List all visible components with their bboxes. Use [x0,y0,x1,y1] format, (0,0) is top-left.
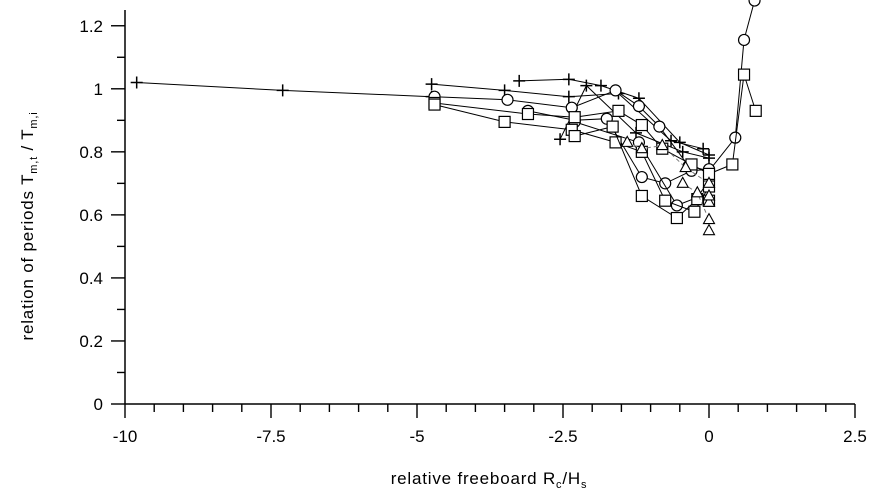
square-marker [726,158,739,171]
square-marker [568,129,581,143]
plus-marker [498,84,511,97]
circle-marker [737,33,751,47]
triangle-marker [690,185,704,198]
circle-marker [635,170,648,184]
square-marker [428,98,441,111]
square-marker [612,104,625,117]
square-marker [670,211,683,225]
series-line [136,82,432,98]
square-marker [568,111,581,124]
triangle-marker [679,160,693,173]
plus-marker [554,133,567,146]
triangle-marker [702,223,716,236]
circle-marker [748,0,761,7]
triangle-marker [676,176,690,188]
circle-marker [632,100,646,113]
plus-marker [703,152,715,165]
circle-marker [501,93,514,106]
series-plus-3 [554,79,715,165]
plus-marker [562,73,575,86]
triangle-marker [702,176,716,188]
y-tick-label: 1 [94,80,103,99]
triangle-marker [655,138,669,151]
triangle-marker [702,188,716,201]
y-tick-label: 0.8 [79,143,103,162]
x-tick-label: -10 [113,427,138,446]
plus-marker [276,84,289,97]
x-tick-label: -2.5 [548,427,577,446]
circle-marker [653,120,666,133]
y-tick-label: 0 [94,395,103,414]
series-plus-0 [130,76,438,103]
plus-marker [425,78,438,91]
square-marker [659,194,672,207]
y-tick-label: 0.6 [79,206,103,225]
square-marker [737,68,751,81]
series-triangle-10 [620,135,716,188]
square-marker [635,189,648,203]
circle-marker [609,84,622,97]
square-marker [688,205,701,218]
triangle-marker [620,135,634,147]
square-marker [606,120,619,133]
x-tick-label: 2.5 [843,427,867,446]
square-marker [635,118,648,132]
series-line [434,0,756,172]
plus-marker [665,134,678,147]
square-marker [498,115,511,128]
x-tick-label: -7.5 [256,427,285,446]
plus-marker [673,136,686,149]
x-axis-label: relative freeboard Rc/Hs [391,469,588,491]
tick-labels: -10 -7.5 -5 -2.5 0 2.5 0 0.2 0.4 0.6 0.8 1 1.2 [79,17,866,446]
series-line [434,74,757,175]
y-axis-label: relation of periods Tm,t / Tm,i [18,112,40,341]
x-tick-label: 0 [704,427,713,446]
plus-marker [562,90,575,103]
triangle-marker [702,195,716,207]
square-marker [521,107,535,121]
triangle-marker [702,212,716,225]
square-marker [749,104,762,117]
y-tick-label: 0.2 [79,332,103,351]
triangle-marker [635,141,649,154]
series-triangle-12 [702,188,716,236]
plus-marker [594,79,607,92]
y-tick-label: 1.2 [79,17,103,36]
square-marker [609,136,622,149]
plus-marker [513,74,526,87]
x-tick-label: -5 [409,427,424,446]
plus-marker [130,76,143,89]
series-layer [130,0,762,236]
plus-marker [580,79,593,92]
y-tick-label: 0.4 [79,269,103,288]
axes [111,10,856,418]
